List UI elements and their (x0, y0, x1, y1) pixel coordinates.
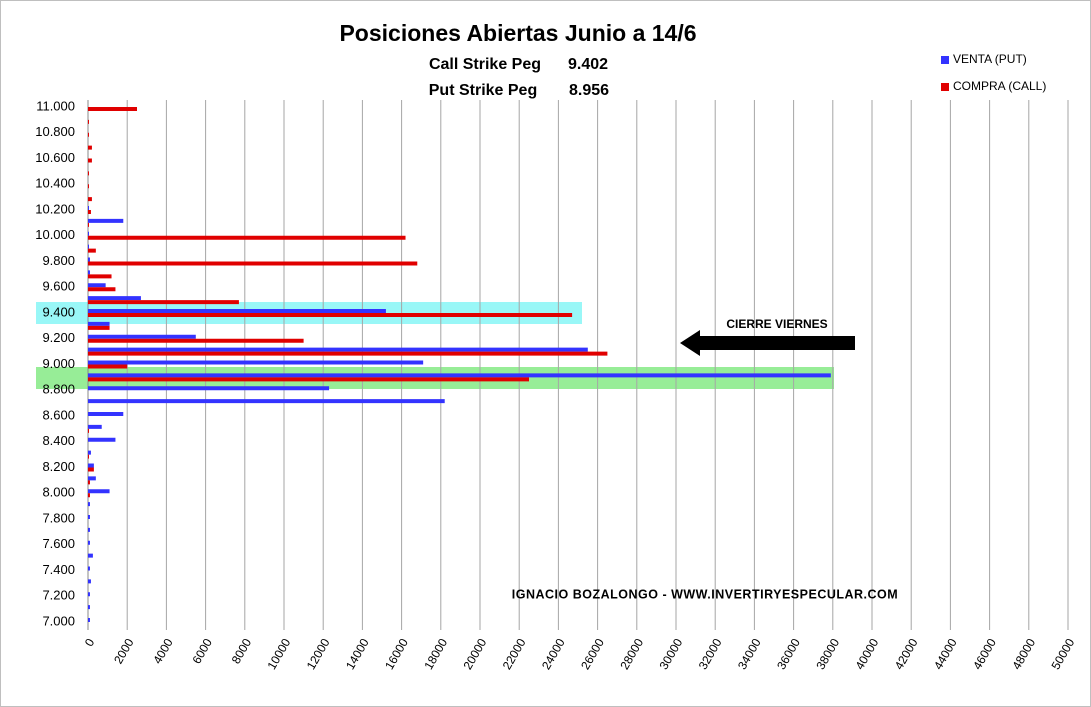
bar (88, 145, 92, 150)
bars (88, 107, 831, 622)
y-tick-label: 9.200 (42, 330, 75, 345)
y-tick-label: 7.000 (42, 613, 75, 628)
bar (88, 287, 116, 292)
bar (88, 309, 386, 313)
y-tick-label: 8.600 (42, 407, 75, 422)
bar (88, 283, 106, 288)
bar (88, 206, 89, 210)
credit: IGNACIO BOZALONGO - WWW.INVERTIRYESPECUL… (512, 587, 898, 601)
bar (88, 347, 588, 352)
subtitle-label: Put Strike Peg (429, 82, 537, 99)
bar (88, 235, 406, 240)
legend: VENTA (PUT) COMPRA (CALL) (941, 52, 1046, 93)
chart-title: Posiciones Abiertas Junio a 14/6 (339, 20, 696, 46)
legend-label: VENTA (PUT) (953, 52, 1027, 66)
bar (88, 360, 424, 365)
bar (88, 592, 90, 597)
subtitle-value: 9.402 (568, 56, 608, 73)
bar (88, 579, 91, 584)
y-tick-label: 11.000 (36, 98, 75, 113)
bar (88, 248, 96, 253)
bar (88, 553, 93, 558)
bar (88, 321, 110, 326)
y-tick-label: 9.400 (42, 304, 75, 319)
bar (88, 476, 96, 481)
bar (88, 257, 90, 262)
bar (88, 450, 91, 455)
y-tick-label: 7.600 (42, 536, 75, 551)
bar (88, 261, 418, 266)
grid (87, 100, 1069, 630)
bar (88, 540, 90, 545)
bar (88, 454, 89, 459)
y-tick-label: 7.200 (42, 588, 75, 603)
bar (88, 222, 89, 227)
y-tick-label: 10.200 (35, 201, 75, 216)
bar (88, 428, 89, 433)
bar (88, 527, 90, 532)
y-tick-label: 9.000 (42, 356, 75, 371)
bar (88, 502, 90, 507)
bar (88, 566, 90, 571)
bar (88, 399, 445, 404)
y-tick-label: 8.200 (42, 459, 75, 474)
bar (88, 184, 89, 189)
bar (88, 373, 831, 378)
y-tick-label: 7.800 (42, 510, 75, 525)
bar (88, 515, 90, 519)
bar (88, 386, 330, 391)
subtitle-label: Call Strike Peg (429, 56, 541, 73)
y-tick-label: 10.800 (35, 124, 75, 139)
bar (88, 334, 196, 339)
y-tick-label: 8.000 (42, 485, 75, 500)
bar (88, 107, 137, 111)
bar (88, 338, 304, 343)
legend-swatch (941, 56, 949, 64)
bar (88, 377, 529, 382)
bar (88, 218, 124, 223)
bar (88, 412, 124, 416)
bar (88, 313, 573, 317)
y-tick-label: 8.800 (42, 382, 75, 397)
bar (88, 119, 89, 124)
legend-swatch (941, 83, 949, 91)
y-tick-label: 10.600 (35, 150, 75, 165)
bar (88, 197, 92, 202)
bar (88, 364, 128, 369)
arrow (680, 330, 855, 356)
annotation: CIERRE VIERNES (726, 317, 827, 331)
bar (88, 231, 89, 236)
y-tick-label: 9.600 (42, 279, 75, 294)
bar (88, 605, 90, 610)
bar (88, 274, 112, 279)
subtitle-value: 8.956 (569, 82, 609, 99)
bar (88, 300, 239, 305)
bar (88, 489, 110, 494)
bar (88, 480, 90, 485)
y-tick-label: 9.800 (42, 253, 75, 268)
y-tick-label: 8.400 (42, 433, 75, 448)
bar (88, 424, 102, 429)
bar (88, 618, 90, 622)
bar (88, 210, 91, 214)
legend-label: COMPRA (CALL) (953, 79, 1046, 93)
bar (88, 351, 608, 356)
y-tick-label: 10.000 (35, 227, 75, 242)
y-tick-label: 7.400 (42, 562, 75, 577)
bar (88, 296, 141, 301)
bar (88, 171, 89, 176)
bar (88, 244, 89, 249)
bar (88, 325, 110, 330)
bar (88, 270, 90, 275)
bar (88, 467, 94, 472)
bar (88, 132, 89, 137)
bar (88, 493, 90, 498)
bar (88, 437, 116, 442)
y-tick-label: 10.400 (35, 176, 75, 191)
bar (88, 158, 92, 163)
bar (88, 463, 94, 468)
